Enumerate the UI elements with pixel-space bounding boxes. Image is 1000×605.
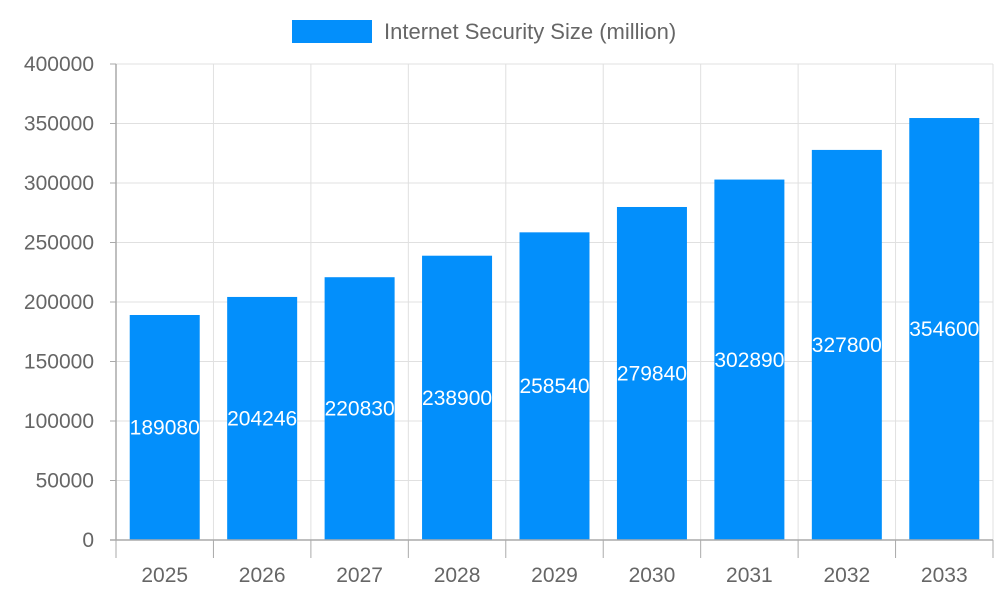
axes [110, 64, 993, 541]
y-tick-label: 300000 [24, 172, 94, 195]
x-tick-label: 2025 [141, 564, 188, 587]
bar-2027[interactable] [324, 277, 395, 540]
bar-2025[interactable] [129, 314, 200, 540]
bar-2032[interactable] [811, 149, 882, 540]
data-labels: 189080 204246 220830 238900 258540 279840 3028… [130, 318, 980, 439]
y-tick-label: 350000 [24, 113, 94, 136]
data-label-2033: 354600 [909, 318, 979, 341]
x-tick-label: 2030 [629, 564, 676, 587]
bar-2031[interactable] [714, 179, 785, 540]
bar-2028[interactable] [422, 255, 493, 541]
bar-2029[interactable] [519, 232, 590, 540]
x-axis-ticks: 2025 2026 2027 2028 2029 2030 2031 2032 2033 [115, 540, 994, 587]
data-label-2032: 327800 [812, 334, 882, 357]
data-label-2030: 279840 [617, 362, 687, 385]
y-axis-ticks: 0 50000 100000 150000 200000 250000 300000 3500… [24, 53, 116, 552]
x-tick-label: 2026 [239, 564, 286, 587]
y-tick-label: 150000 [24, 351, 94, 374]
y-tick-label: 0 [82, 529, 94, 552]
bar-2026[interactable] [227, 296, 298, 540]
x-tick-label: 2027 [336, 564, 383, 587]
data-label-2028: 238900 [422, 387, 492, 410]
bar-2033[interactable] [909, 118, 980, 540]
x-tick-label: 2033 [921, 564, 968, 587]
legend-label: Internet Security Size (million) [384, 19, 676, 44]
y-tick-label: 250000 [24, 232, 94, 255]
x-tick-label: 2029 [531, 564, 578, 587]
x-tick-label: 2032 [823, 564, 870, 587]
x-tick-label: 2031 [726, 564, 773, 587]
y-tick-label: 200000 [24, 291, 94, 314]
y-tick-label: 50000 [36, 470, 94, 493]
y-tick-label: 400000 [24, 53, 94, 76]
data-label-2031: 302890 [714, 349, 784, 372]
x-tick-label: 2028 [434, 564, 481, 587]
data-label-2025: 189080 [130, 416, 200, 439]
data-label-2029: 258540 [519, 375, 589, 398]
y-tick-label: 100000 [24, 410, 94, 433]
data-label-2027: 220830 [325, 398, 395, 421]
legend-swatch [292, 20, 372, 43]
bar-2030[interactable] [616, 206, 687, 540]
bars [129, 118, 980, 541]
legend[interactable]: Internet Security Size (million) [292, 19, 676, 44]
data-label-2026: 204246 [227, 407, 297, 430]
